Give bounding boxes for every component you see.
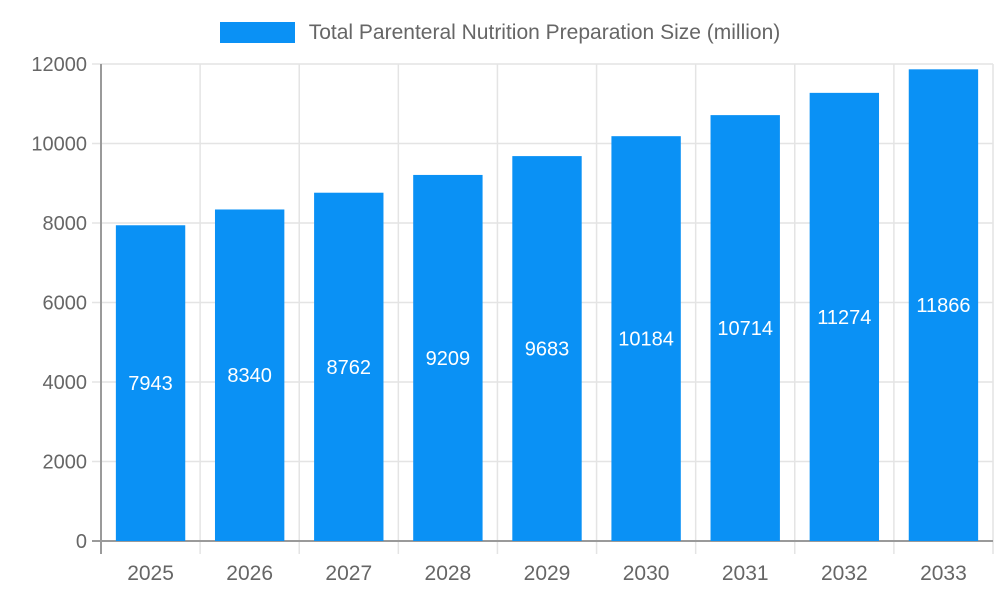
bar-value-label: 7943 bbox=[128, 373, 173, 395]
legend[interactable]: Total Parenteral Nutrition Preparation S… bbox=[0, 22, 1000, 43]
bar-2025[interactable] bbox=[115, 225, 186, 541]
y-tick-label: 8000 bbox=[43, 213, 88, 235]
bar-value-label: 10184 bbox=[618, 329, 674, 351]
y-tick-label: 6000 bbox=[43, 293, 88, 315]
legend-label: Total Parenteral Nutrition Preparation S… bbox=[308, 21, 781, 44]
x-tick-label: 2027 bbox=[325, 562, 372, 585]
bar-value-label: 11274 bbox=[817, 307, 871, 329]
bar-value-label: 9683 bbox=[525, 339, 570, 361]
bar-value-label: 10714 bbox=[717, 318, 773, 340]
bar-2031[interactable] bbox=[710, 115, 780, 541]
bar-2033[interactable] bbox=[908, 69, 979, 541]
y-tick-label: 10000 bbox=[31, 134, 87, 156]
x-tick-label: 2029 bbox=[524, 562, 571, 585]
y-tick-label: 0 bbox=[76, 531, 87, 553]
y-tick-label: 12000 bbox=[31, 54, 87, 76]
bar-2029[interactable] bbox=[512, 156, 582, 541]
y-tick-label: 4000 bbox=[43, 372, 88, 394]
legend-swatch-icon[interactable] bbox=[219, 22, 295, 43]
bar-value-label: 11866 bbox=[916, 295, 970, 317]
bar-value-label: 9209 bbox=[426, 348, 471, 370]
x-tick-label: 2033 bbox=[920, 562, 967, 585]
x-tick-label: 2026 bbox=[226, 562, 273, 585]
x-tick-label: 2025 bbox=[127, 562, 174, 585]
bar-2032[interactable] bbox=[809, 92, 880, 542]
y-tick-label: 2000 bbox=[43, 452, 88, 474]
bar-2028[interactable] bbox=[413, 174, 483, 541]
bar-value-label: 8340 bbox=[227, 365, 272, 387]
bar-2026[interactable] bbox=[214, 209, 285, 542]
bar-value-label: 8762 bbox=[327, 357, 372, 379]
bar-2027[interactable] bbox=[314, 192, 384, 541]
bar-2030[interactable] bbox=[611, 136, 681, 541]
x-tick-label: 2030 bbox=[623, 562, 670, 585]
x-tick-label: 2028 bbox=[425, 562, 472, 585]
x-tick-label: 2032 bbox=[821, 562, 868, 585]
x-tick-label: 2031 bbox=[722, 562, 769, 585]
